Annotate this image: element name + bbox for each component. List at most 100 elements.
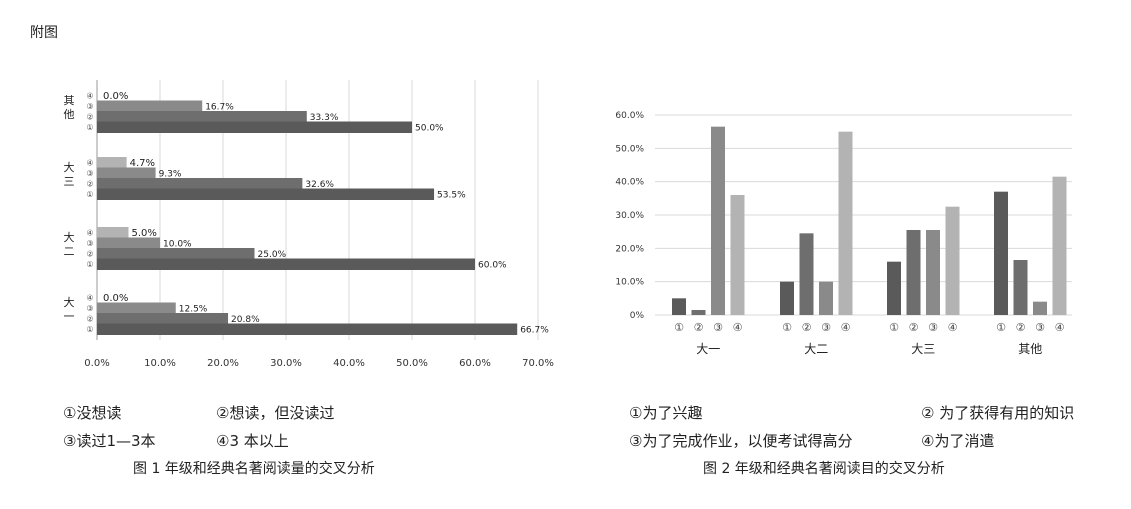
bar-大一-2 <box>711 126 725 316</box>
bar-series-marker: ② <box>909 321 919 334</box>
x-tick-label: 40.0% <box>333 358 365 369</box>
page-label: 附图 <box>30 25 58 41</box>
bar-大一-2 <box>97 302 176 314</box>
group-label: 三 <box>64 175 75 188</box>
bar-series-marker: ① <box>782 321 792 334</box>
data-label: 50.0% <box>415 124 444 134</box>
bar-大一-0 <box>97 323 518 335</box>
chart2-caption: 图 2 年级和经典名著阅读目的交叉分析 <box>703 461 945 477</box>
y-tick-label: 40.0% <box>615 178 644 188</box>
bar-大二-0 <box>97 258 475 270</box>
legend2-item-4: ④为了消遣 <box>921 432 995 450</box>
bar-大一-0 <box>672 298 686 315</box>
group-label: 大三 <box>911 342 935 356</box>
x-tick-label: 0.0% <box>84 358 109 369</box>
bar-其他-1 <box>97 111 307 123</box>
group-label: 二 <box>64 245 75 258</box>
bar-series-marker: ③ <box>86 239 93 248</box>
bar-series-marker: ① <box>674 321 684 334</box>
x-tick-label: 20.0% <box>207 358 239 369</box>
bar-series-marker: ② <box>86 180 93 189</box>
bar-大三-3 <box>97 157 127 169</box>
group-label: 大 <box>64 160 75 174</box>
data-label: 9.3% <box>159 170 182 180</box>
legend2-item-1: ①为了兴趣 <box>629 404 703 422</box>
bar-series-marker: ④ <box>1055 321 1065 334</box>
y-tick-label: 50.0% <box>615 144 644 154</box>
bar-大三-2 <box>97 167 156 179</box>
bar-series-marker: ③ <box>1035 321 1045 334</box>
legend2-item-2: ② 为了获得有用的知识 <box>921 404 1075 422</box>
bar-series-marker: ④ <box>86 159 93 168</box>
bar-其他-2 <box>1033 301 1047 315</box>
data-label: 10.0% <box>163 240 192 250</box>
y-tick-label: 30.0% <box>615 211 644 221</box>
data-label: 53.5% <box>437 191 466 201</box>
group-label: 其他 <box>1018 342 1042 356</box>
bar-series-marker: ③ <box>713 321 723 334</box>
x-tick-label: 70.0% <box>522 358 554 369</box>
legend-item-4: ④3 本以上 <box>216 432 289 450</box>
bar-大三-1 <box>97 178 303 190</box>
bar-大三-3 <box>945 206 960 315</box>
bar-大一-3 <box>730 195 745 315</box>
bar-大二-3 <box>97 227 129 239</box>
group-label: 其 <box>64 94 75 107</box>
bar-大二-3 <box>838 131 853 315</box>
bar-大二-0 <box>780 281 794 315</box>
y-tick-label: 60.0% <box>615 111 644 121</box>
bar-series-marker: ② <box>86 250 93 259</box>
bar-series-marker: ③ <box>821 321 831 334</box>
bar-series-marker: ③ <box>86 169 93 178</box>
x-tick-label: 50.0% <box>396 358 428 369</box>
bar-series-marker: ① <box>86 260 93 269</box>
chart1-caption: 图 1 年级和经典名著阅读量的交叉分析 <box>133 461 375 477</box>
bar-大二-1 <box>97 248 255 260</box>
legend-item-2: ②想读，但没读过 <box>216 404 335 422</box>
bar-大一-1 <box>97 313 229 325</box>
bar-其他-2 <box>97 100 203 112</box>
y-tick-label: 0% <box>630 311 645 321</box>
legend-item-1: ①没想读 <box>63 404 122 422</box>
y-tick-label: 10.0% <box>615 278 644 288</box>
bar-series-marker: ③ <box>928 321 938 334</box>
bar-series-marker: ② <box>694 321 704 334</box>
data-label: 0.0% <box>103 293 128 304</box>
bar-大三-0 <box>887 261 901 315</box>
bar-其他-3 <box>1052 176 1067 315</box>
data-label: 4.7% <box>130 158 155 169</box>
bar-series-marker: ④ <box>86 294 93 303</box>
bar-series-marker: ④ <box>841 321 851 334</box>
bar-series-marker: ① <box>889 321 899 334</box>
group-label: 大二 <box>804 342 828 356</box>
bar-series-marker: ④ <box>86 229 93 238</box>
bar-series-marker: ② <box>86 315 93 324</box>
bar-大二-1 <box>799 233 814 315</box>
bar-series-marker: ① <box>996 321 1006 334</box>
bar-其他-0 <box>994 191 1008 315</box>
bar-大二-2 <box>819 281 833 315</box>
bar-series-marker: ④ <box>733 321 743 334</box>
data-label: 25.0% <box>258 250 287 260</box>
data-label: 12.5% <box>179 305 208 315</box>
legend-item-3: ③读过1—3本 <box>63 432 156 450</box>
group-label: 他 <box>64 108 75 121</box>
data-label: 20.8% <box>231 315 260 325</box>
data-label: 5.0% <box>132 228 157 239</box>
bar-series-marker: ① <box>86 190 93 199</box>
data-label: 60.0% <box>478 261 507 271</box>
group-label: 大一 <box>696 342 720 356</box>
x-tick-label: 30.0% <box>270 358 302 369</box>
bar-series-marker: ④ <box>86 92 93 101</box>
legend2-item-3: ③为了完成作业，以便考试得高分 <box>629 432 853 450</box>
bar-series-marker: ③ <box>86 304 93 313</box>
group-label: 一 <box>64 310 75 323</box>
bar-大三-2 <box>926 230 940 315</box>
data-label: 32.6% <box>305 180 334 190</box>
bar-大一-1 <box>691 310 706 315</box>
bar-series-marker: ② <box>802 321 812 334</box>
bar-series-marker: ① <box>86 325 93 334</box>
bar-series-marker: ④ <box>948 321 958 334</box>
y-tick-label: 20.0% <box>615 244 644 254</box>
